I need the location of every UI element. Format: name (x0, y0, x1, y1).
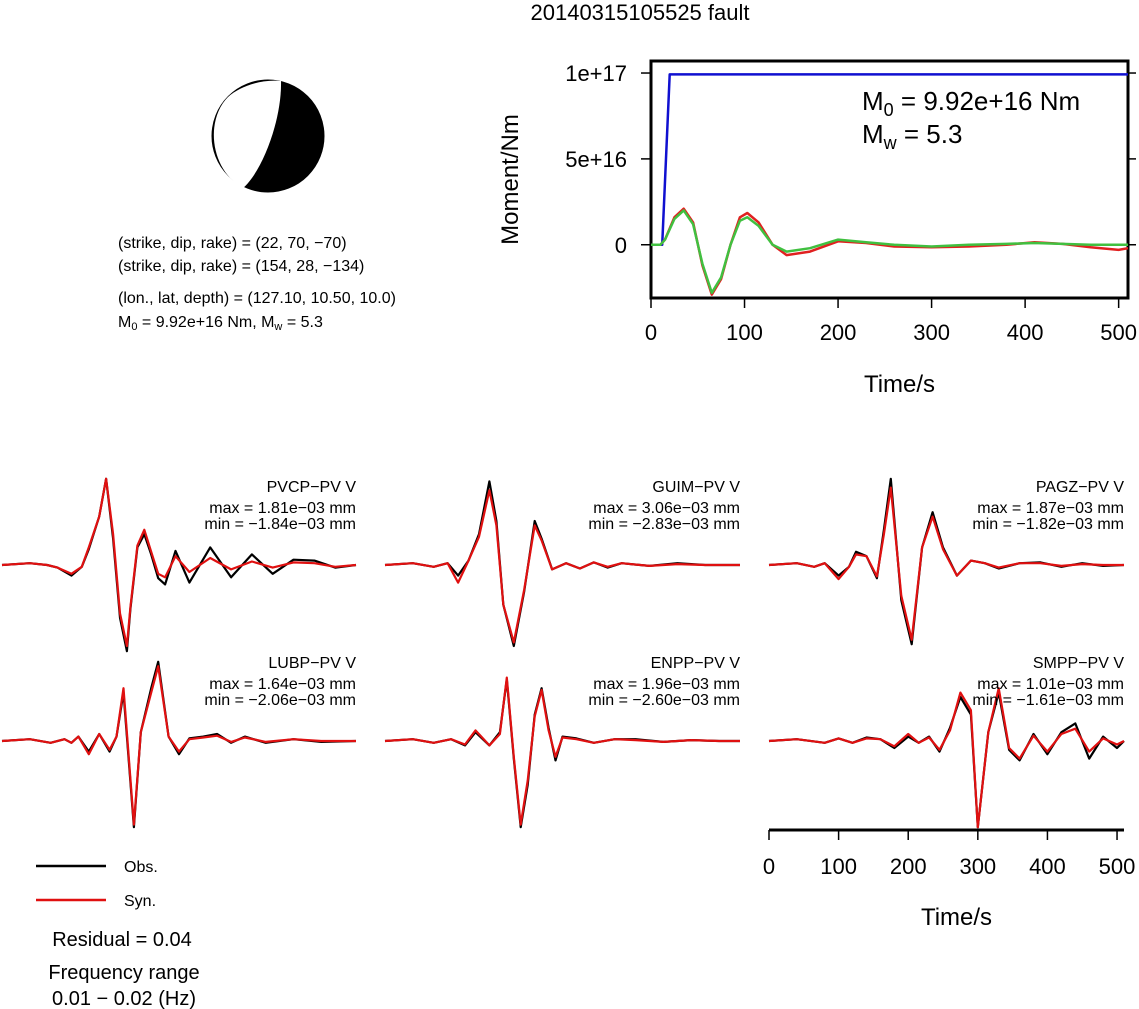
stf-xtick-label: 400 (1007, 320, 1044, 345)
station-label: PAGZ−PV V (1036, 479, 1125, 496)
min-amplitude-label: min = −1.84e−03 mm (204, 516, 356, 533)
stf-xtick-label: 300 (913, 320, 950, 345)
beachball-icon (211, 79, 325, 193)
synthetic-trace (1, 665, 356, 826)
stf-frame (649, 59, 1130, 300)
station-label: SMPP−PV V (1033, 655, 1124, 672)
station-label: ENPP−PV V (651, 655, 741, 672)
max-amplitude-label: max = 1.81e−03 mm (209, 500, 356, 517)
synthetic-trace (768, 687, 1125, 829)
min-amplitude-label: min = −2.60e−03 mm (588, 692, 740, 709)
stf-moment-rate-green-line (651, 209, 1128, 295)
moment-line: M0 = 9.92e+16 Nm, Mw = 5.3 (118, 314, 323, 333)
location-line: (lon., lat, depth) = (127.10, 10.50, 10.… (118, 290, 396, 307)
station-label: LUBP−PV V (268, 655, 356, 672)
waveform-xtick-label: 400 (1029, 854, 1066, 879)
waveform-xtick-label: 500 (1099, 854, 1136, 879)
stf-m0-annotation: M0 = 9.92e+16 Nm (862, 86, 1080, 120)
max-amplitude-label: max = 1.87e−03 mm (977, 500, 1124, 517)
waveform-xtick-label: 0 (763, 854, 775, 879)
stf-ytick-label: 5e+16 (565, 147, 627, 172)
legend-obs-label: Obs. (124, 859, 158, 876)
nodal-plane-1: (strike, dip, rake) = (22, 70, −70) (118, 235, 347, 252)
focal-info: (strike, dip, rake) = (22, 70, −70) (str… (118, 235, 396, 333)
waveform-time-axis: 0 100 200 300 400 500 Time/s (763, 828, 1136, 931)
stf-xlabel: Time/s (864, 371, 935, 398)
max-amplitude-label: max = 1.64e−03 mm (209, 676, 356, 693)
observed-trace (768, 691, 1125, 829)
min-amplitude-label: min = −2.83e−03 mm (588, 516, 740, 533)
stf-xtick-label: 200 (820, 320, 857, 345)
legend-syn-label: Syn. (124, 893, 156, 910)
min-amplitude-label: min = −2.06e−03 mm (204, 692, 356, 709)
waveform-xtick-label: 200 (890, 854, 927, 879)
legend: Obs. Syn. (36, 859, 158, 910)
synthetic-trace (1, 477, 357, 648)
station-label: PVCP−PV V (267, 479, 357, 496)
stf-xtick-label: 0 (645, 320, 657, 345)
waveform-xtick-label: 100 (820, 854, 857, 879)
synthetic-trace (768, 486, 1124, 641)
source-time-function-chart: 0 100 200 300 400 500 0 5e+16 1e+17 Time/s Moment/… (497, 59, 1137, 398)
stf-mw-annotation: Mw = 5.3 (862, 119, 962, 153)
station-label: GUIM−PV V (652, 479, 740, 496)
synthetic-trace (384, 676, 740, 826)
max-amplitude-label: max = 3.06e−03 mm (593, 500, 740, 517)
stf-ytick-label: 0 (615, 233, 627, 258)
stf-moment-rate-red-line (651, 207, 1129, 296)
stf-xtick-label: 500 (1100, 320, 1137, 345)
waveform-xtick-label: 300 (959, 854, 996, 879)
waveform-xlabel: Time/s (921, 904, 992, 931)
stf-xtick-label: 100 (726, 320, 763, 345)
figure-title: 20140315105525 fault (531, 0, 750, 25)
frequency-range-label: Frequency range (48, 962, 199, 984)
frequency-range-value: 0.01 − 0.02 (Hz) (52, 988, 196, 1009)
residual-text: Residual = 0.04 (52, 929, 192, 951)
max-amplitude-label: max = 1.01e−03 mm (977, 676, 1124, 693)
nodal-plane-2: (strike, dip, rake) = (154, 28, −134) (118, 258, 364, 275)
max-amplitude-label: max = 1.96e−03 mm (593, 676, 740, 693)
synthetic-trace (384, 489, 740, 644)
stf-ylabel: Moment/Nm (497, 114, 524, 245)
min-amplitude-label: min = −1.61e−03 mm (972, 692, 1124, 709)
stf-ytick-label: 1e+17 (565, 61, 627, 86)
min-amplitude-label: min = −1.82e−03 mm (972, 516, 1124, 533)
